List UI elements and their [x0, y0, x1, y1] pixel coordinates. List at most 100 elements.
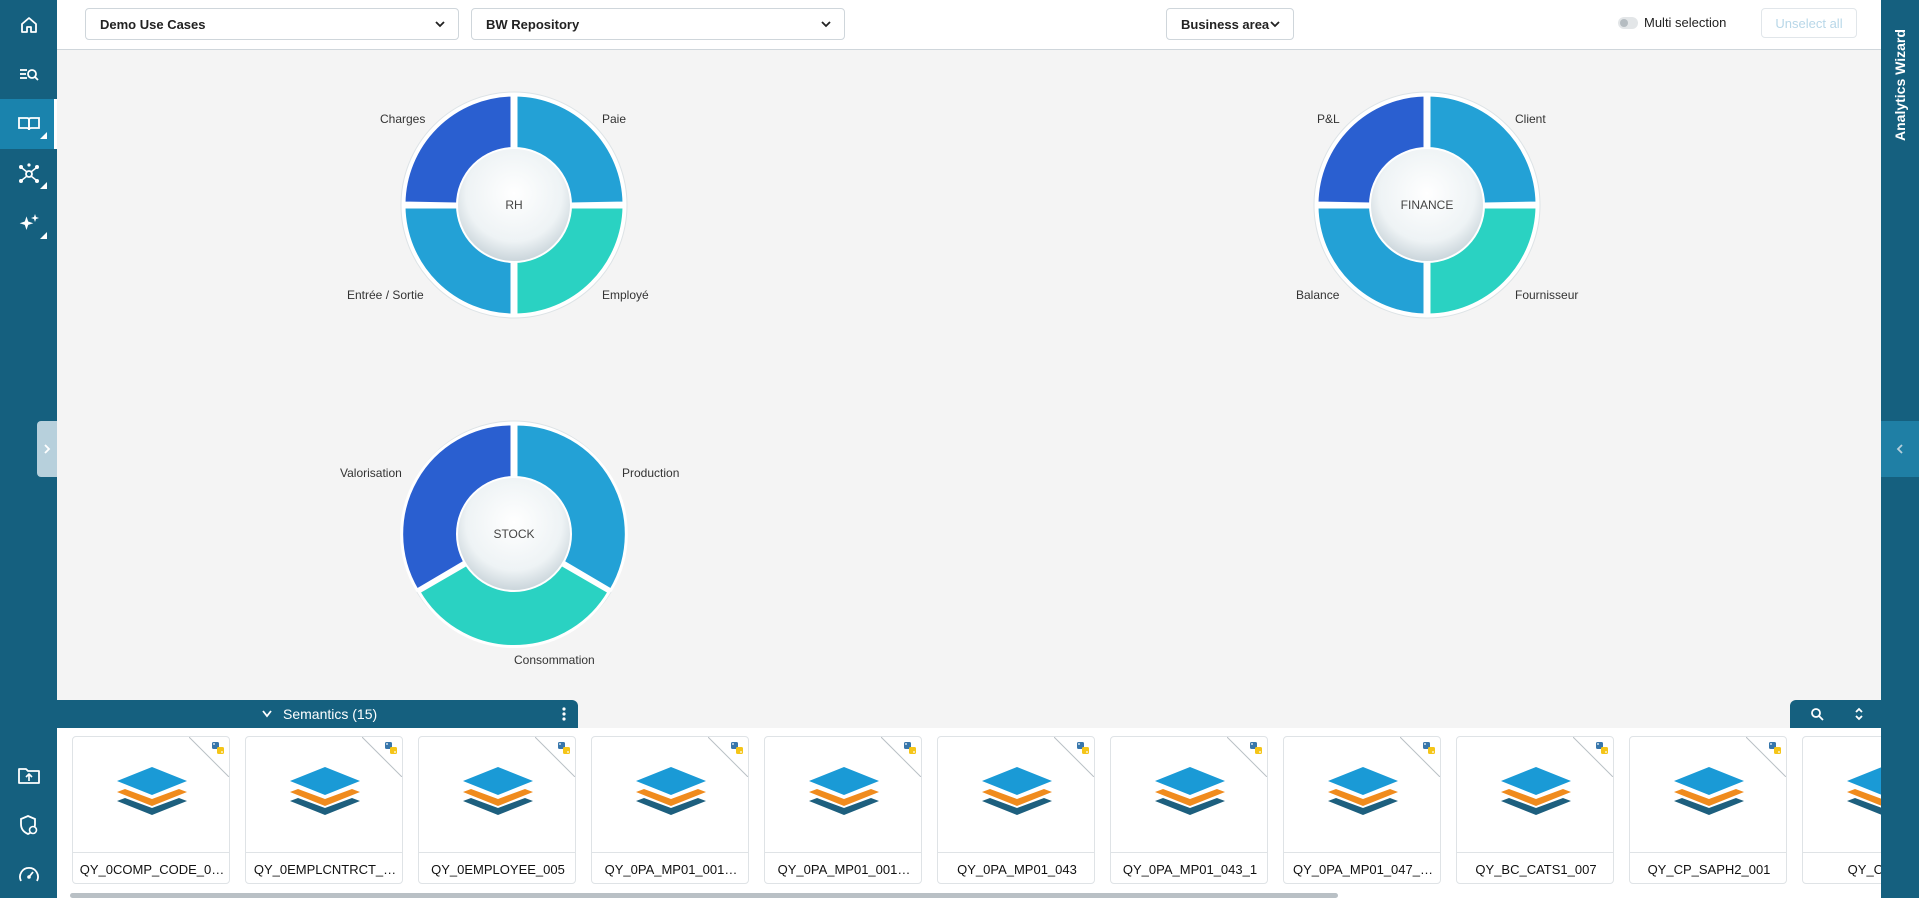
unselect-all-button[interactable]: Unselect all — [1761, 8, 1857, 38]
donut-center[interactable] — [1369, 147, 1485, 263]
donut-label-production[interactable]: Production — [622, 466, 680, 480]
semantic-card-label: QY_0PA_MP01_043 — [938, 852, 1094, 883]
submenu-indicator — [40, 232, 47, 239]
business-area-dropdown[interactable]: Business area — [1166, 8, 1294, 40]
donut-label-entree-sortie[interactable]: Entrée / Sortie — [347, 288, 424, 302]
donut-stock: STOCK — [400, 420, 628, 653]
donut-label-pl[interactable]: P&L — [1317, 112, 1340, 126]
chevron-down-icon[interactable] — [261, 709, 273, 719]
analytics-wizard-title[interactable]: Analytics Wizard — [1892, 29, 1908, 141]
donut-center-label: RH — [505, 198, 522, 212]
chevron-down-icon — [1270, 21, 1280, 28]
sidebar-item-security[interactable] — [0, 800, 57, 850]
chevron-down-icon — [821, 21, 831, 28]
sidebar-item-catalog[interactable] — [0, 99, 57, 149]
donut-label-valorisation[interactable]: Valorisation — [340, 466, 402, 480]
donut-label-consommation[interactable]: Consommation — [514, 653, 595, 667]
sidebar-item-monitor[interactable] — [0, 850, 57, 898]
repository-dropdown[interactable]: BW Repository — [471, 8, 845, 40]
semantic-card-label: QY_CP_SAPH2_001 — [1630, 852, 1786, 883]
shield-settings-icon — [19, 815, 37, 835]
semantic-card-list: QY_0COMP_CODE_0… QY_0EMPLCNTRCT_… QY_0EMPL… — [72, 736, 1881, 886]
semantic-card[interactable]: QY_0PA_MP01_047_… — [1283, 736, 1441, 884]
dashboard-gauge-icon — [18, 867, 39, 882]
layers-stack-icon — [1326, 767, 1400, 822]
network-icon — [18, 163, 39, 183]
semantic-card-label: QY_0PA_MP01_047_… — [1284, 852, 1440, 883]
multi-selection-toggle[interactable]: Multi selection — [1618, 15, 1726, 30]
multi-selection-label: Multi selection — [1644, 15, 1727, 30]
sidebar-item-search[interactable] — [0, 49, 57, 99]
layers-stack-icon — [288, 767, 362, 822]
book-icon — [17, 117, 40, 131]
layers-stack-icon — [1672, 767, 1746, 822]
semantic-card[interactable]: QY_0PA_MP01_043_1 — [1110, 736, 1268, 884]
search-list-icon — [19, 69, 39, 81]
layers-stack-icon — [1153, 767, 1227, 822]
python-icon — [211, 741, 225, 760]
sidebar-expand-toggle[interactable] — [37, 421, 57, 477]
donut-finance: FINANCE — [1313, 91, 1541, 324]
use-case-dropdown-value: Demo Use Cases — [100, 16, 206, 32]
semantic-card[interactable]: QY_0PA_MP01_043 — [937, 736, 1095, 884]
layers-stack-icon — [634, 767, 708, 822]
layers-stack-icon — [1845, 767, 1881, 822]
more-vertical-icon[interactable] — [562, 707, 566, 721]
donut-label-charges[interactable]: Charges — [380, 112, 426, 126]
layers-stack-icon — [461, 767, 535, 822]
layers-stack-icon — [115, 767, 189, 822]
semantic-card[interactable]: QY_0EMPLCNTRCT_… — [245, 736, 403, 884]
analytics-wizard-toggle[interactable] — [1881, 421, 1919, 477]
semantics-panel: QY_0COMP_CODE_0… QY_0EMPLCNTRCT_… QY_0EMPL… — [57, 728, 1881, 898]
python-icon — [1768, 741, 1782, 760]
semantics-count: (15) — [352, 706, 378, 722]
semantic-card[interactable]: QY_CP_SA — [1802, 736, 1881, 884]
sidebar-item-network[interactable] — [0, 149, 57, 199]
donut-label-balance[interactable]: Balance — [1296, 288, 1340, 302]
sidebar-item-home[interactable] — [0, 0, 57, 50]
use-case-dropdown[interactable]: Demo Use Cases — [85, 8, 459, 40]
donut-center-label: FINANCE — [1401, 198, 1454, 212]
donut-label-paie[interactable]: Paie — [602, 112, 627, 126]
semantic-card[interactable]: QY_CP_SAPH2_001 — [1629, 736, 1787, 884]
submenu-indicator — [40, 132, 47, 139]
donut-label-client[interactable]: Client — [1515, 112, 1546, 126]
donut-center[interactable] — [456, 476, 572, 592]
semantic-card-label: QY_0EMPLCNTRCT_… — [246, 852, 402, 883]
semantic-card-label: QY_0PA_MP01_001… — [592, 852, 748, 883]
semantics-panel-header[interactable]: Semantics (15) — [57, 700, 578, 728]
horizontal-scrollbar[interactable] — [70, 893, 1338, 898]
python-icon — [1422, 741, 1436, 760]
semantic-card[interactable]: QY_0EMPLOYEE_005 — [418, 736, 576, 884]
donut-center[interactable] — [456, 147, 572, 263]
chevron-down-icon — [435, 21, 445, 28]
folder-upload-icon — [17, 768, 40, 784]
analytics-wizard-rail: Analytics Wizard — [1881, 0, 1919, 898]
semantics-title: Semantics (15) — [283, 706, 378, 722]
semantic-card[interactable]: QY_BC_CATS1_007 — [1456, 736, 1614, 884]
chevron-right-icon — [44, 444, 51, 454]
chevron-left-icon — [1896, 444, 1903, 454]
donut-label-fournisseur[interactable]: Fournisseur — [1515, 288, 1579, 302]
sidebar-item-ai[interactable] — [0, 199, 57, 249]
semantic-card-label: QY_0PA_MP01_001… — [765, 852, 921, 883]
semantic-card[interactable]: QY_0PA_MP01_001… — [764, 736, 922, 884]
sidebar-item-import[interactable] — [0, 750, 57, 800]
semantic-card-label: QY_0EMPLOYEE_005 — [419, 852, 575, 883]
submenu-indicator — [40, 182, 47, 189]
semantic-card-label: QY_BC_CATS1_007 — [1457, 852, 1613, 883]
semantic-card[interactable]: QY_0COMP_CODE_0… — [72, 736, 230, 884]
sparkles-icon — [19, 214, 39, 230]
layers-stack-icon — [807, 767, 881, 822]
donut-label-employe[interactable]: Employé — [602, 288, 649, 302]
semantic-card[interactable]: QY_0PA_MP01_001… — [591, 736, 749, 884]
expand-collapse-icon[interactable] — [1854, 706, 1864, 722]
donut-center-label: STOCK — [493, 527, 534, 541]
business-area-dropdown-value: Business area — [1181, 16, 1270, 32]
search-icon[interactable] — [1810, 707, 1824, 721]
multi-selection-switch[interactable] — [1618, 16, 1638, 29]
semantic-card-label: QY_0PA_MP01_043_1 — [1111, 852, 1267, 883]
donut-rh: RH — [400, 91, 628, 324]
top-toolbar: Demo Use Cases BW Repository Business ar… — [57, 0, 1881, 50]
python-icon — [903, 741, 917, 760]
